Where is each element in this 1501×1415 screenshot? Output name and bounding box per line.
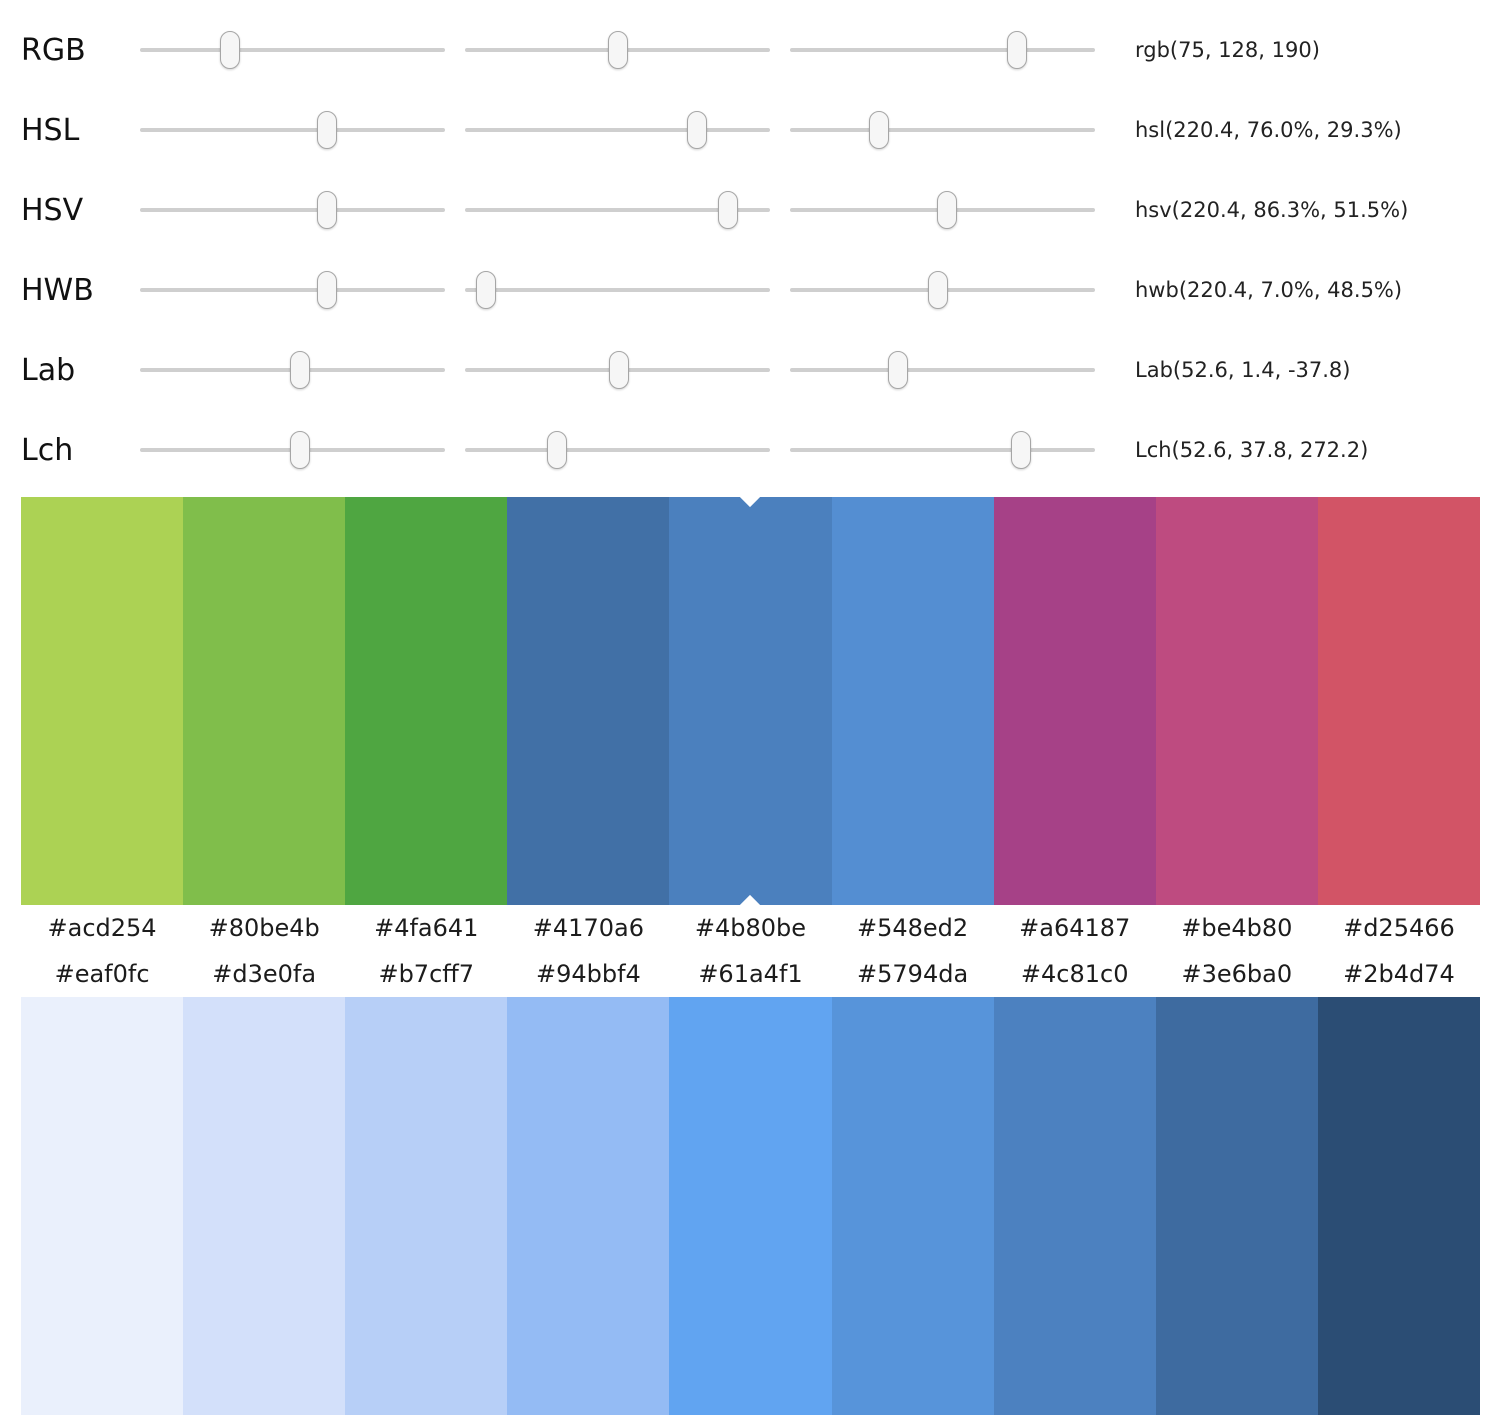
hsl-slider-thumb-1[interactable] bbox=[316, 111, 337, 149]
hsl-slider-track-2[interactable] bbox=[465, 111, 770, 149]
hsl-value-text: hsl(220.4, 76.0%, 29.3%) bbox=[1135, 118, 1402, 142]
rgb-slider-track-3[interactable] bbox=[790, 31, 1095, 69]
color-swatch[interactable] bbox=[1155, 997, 1318, 1415]
rgb-slider-thumb-1[interactable] bbox=[219, 31, 240, 69]
slider-row-lab: Lab Lab(52.6, 1.4, -37.8) bbox=[21, 330, 1501, 410]
slider-row-hsv: HSV hsv(220.4, 86.3%, 51.5%) bbox=[21, 170, 1501, 250]
color-swatch[interactable] bbox=[1155, 497, 1318, 905]
lch-slider-track-2[interactable] bbox=[465, 431, 770, 469]
hwb-slider-thumb-3[interactable] bbox=[927, 271, 948, 309]
hwb-slider-track-1[interactable] bbox=[140, 271, 445, 309]
hsl-slider-track-3[interactable] bbox=[790, 111, 1095, 149]
hex-code-label: #b7cff7 bbox=[378, 960, 475, 988]
hsv-slider-track-1[interactable] bbox=[140, 191, 445, 229]
color-swatch[interactable] bbox=[993, 997, 1156, 1415]
hwb-slider-thumb-2[interactable] bbox=[476, 271, 497, 309]
hex-code-label: #4b80be bbox=[694, 914, 807, 942]
color-swatch[interactable] bbox=[507, 997, 670, 1415]
shade-palette bbox=[21, 997, 1480, 1415]
colorspace-label-hsl: HSL bbox=[21, 112, 80, 148]
shade-hex-labels: #eaf0fc #d3e0fa #b7cff7 #94bbf4 #61a4f1 #5794… bbox=[21, 951, 1480, 997]
hex-code-label: #94bbf4 bbox=[535, 960, 641, 988]
hex-code-label: #548ed2 bbox=[857, 914, 969, 942]
lch-value-text: Lch(52.6, 37.8, 272.2) bbox=[1135, 438, 1369, 462]
hsl-slider-thumb-3[interactable] bbox=[869, 111, 890, 149]
color-swatch[interactable] bbox=[345, 497, 508, 905]
hsv-slider-thumb-2[interactable] bbox=[718, 191, 739, 229]
hsv-slider-thumb-3[interactable] bbox=[937, 191, 958, 229]
hex-code-label: #eaf0fc bbox=[54, 960, 150, 988]
color-swatch[interactable] bbox=[993, 497, 1156, 905]
hex-code-label: #a64187 bbox=[1019, 914, 1131, 942]
colorspace-label-lch: Lch bbox=[21, 432, 74, 468]
hex-code-label: #2b4d74 bbox=[1343, 960, 1455, 988]
hsl-slider-track-1[interactable] bbox=[140, 111, 445, 149]
hsv-slider-track-3[interactable] bbox=[790, 191, 1095, 229]
hex-code-label: #4c81c0 bbox=[1020, 960, 1129, 988]
color-swatch[interactable] bbox=[183, 497, 346, 905]
hex-code-label: #5794da bbox=[857, 960, 969, 988]
colorspace-label-hsv: HSV bbox=[21, 192, 84, 228]
slider-row-rgb: RGB rgb(75, 128, 190) bbox=[21, 10, 1501, 90]
hwb-slider-track-3[interactable] bbox=[790, 271, 1095, 309]
colorspace-label-rgb: RGB bbox=[21, 32, 86, 68]
slider-panel: RGB rgb(75, 128, 190) HSL hsl(220.4, 76.0%,… bbox=[0, 0, 1501, 490]
rgb-slider-thumb-2[interactable] bbox=[608, 31, 629, 69]
color-swatch[interactable] bbox=[1317, 497, 1480, 905]
hex-code-label: #d25466 bbox=[1343, 914, 1455, 942]
hwb-value-text: hwb(220.4, 7.0%, 48.5%) bbox=[1135, 278, 1403, 302]
hsv-value-text: hsv(220.4, 86.3%, 51.5%) bbox=[1135, 198, 1409, 222]
hex-code-label: #80be4b bbox=[208, 914, 320, 942]
lch-slider-thumb-2[interactable] bbox=[546, 431, 567, 469]
hue-palette bbox=[21, 497, 1480, 905]
lch-slider-track-1[interactable] bbox=[140, 431, 445, 469]
lab-slider-track-1[interactable] bbox=[140, 351, 445, 389]
hsv-slider-track-2[interactable] bbox=[465, 191, 770, 229]
lch-slider-thumb-3[interactable] bbox=[1010, 431, 1031, 469]
hwb-slider-track-2[interactable] bbox=[465, 271, 770, 309]
color-swatch[interactable] bbox=[831, 497, 994, 905]
hex-code-label: #61a4f1 bbox=[698, 960, 803, 988]
hsl-slider-thumb-2[interactable] bbox=[686, 111, 707, 149]
rgb-slider-track-1[interactable] bbox=[140, 31, 445, 69]
hex-code-label: #be4b80 bbox=[1181, 914, 1293, 942]
rgb-slider-track-2[interactable] bbox=[465, 31, 770, 69]
hue-hex-labels: #acd254 #80be4b #4fa641 #4170a6 #4b80be #548e… bbox=[21, 905, 1480, 951]
colorspace-label-lab: Lab bbox=[21, 352, 76, 388]
color-swatch[interactable] bbox=[507, 497, 670, 905]
color-swatch[interactable] bbox=[345, 997, 508, 1415]
slider-row-hwb: HWB hwb(220.4, 7.0%, 48.5%) bbox=[21, 250, 1501, 330]
hex-code-label: #3e6ba0 bbox=[1181, 960, 1293, 988]
lch-slider-track-3[interactable] bbox=[790, 431, 1095, 469]
color-swatch[interactable] bbox=[21, 997, 184, 1415]
hwb-slider-thumb-1[interactable] bbox=[316, 271, 337, 309]
slider-row-lch: Lch Lch(52.6, 37.8, 272.2) bbox=[21, 410, 1501, 490]
rgb-value-text: rgb(75, 128, 190) bbox=[1135, 38, 1320, 62]
color-swatch[interactable] bbox=[831, 997, 994, 1415]
color-swatch[interactable] bbox=[1317, 997, 1480, 1415]
hex-code-label: #acd254 bbox=[47, 914, 157, 942]
color-swatch[interactable] bbox=[669, 997, 832, 1415]
lab-slider-track-3[interactable] bbox=[790, 351, 1095, 389]
lch-slider-thumb-1[interactable] bbox=[290, 431, 311, 469]
lab-slider-thumb-2[interactable] bbox=[609, 351, 630, 389]
colorspace-label-hwb: HWB bbox=[21, 272, 94, 308]
color-swatch[interactable] bbox=[21, 497, 184, 905]
color-swatch[interactable] bbox=[669, 497, 832, 905]
hex-code-label: #d3e0fa bbox=[212, 960, 317, 988]
hsv-slider-thumb-1[interactable] bbox=[316, 191, 337, 229]
rgb-slider-thumb-3[interactable] bbox=[1007, 31, 1028, 69]
hex-code-label: #4170a6 bbox=[532, 914, 644, 942]
lab-slider-thumb-1[interactable] bbox=[290, 351, 311, 389]
hex-code-label: #4fa641 bbox=[374, 914, 479, 942]
lab-slider-track-2[interactable] bbox=[465, 351, 770, 389]
lab-slider-thumb-3[interactable] bbox=[887, 351, 908, 389]
lab-value-text: Lab(52.6, 1.4, -37.8) bbox=[1135, 358, 1351, 382]
color-swatch[interactable] bbox=[183, 997, 346, 1415]
slider-row-hsl: HSL hsl(220.4, 76.0%, 29.3%) bbox=[21, 90, 1501, 170]
